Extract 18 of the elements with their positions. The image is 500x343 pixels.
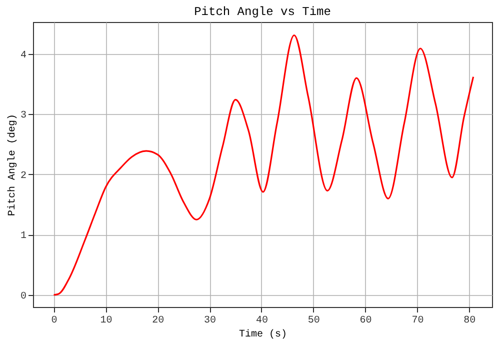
x-tick-label: 60 bbox=[360, 316, 372, 326]
x-tick-label: 20 bbox=[152, 316, 164, 326]
x-axis-title: Time (s) bbox=[238, 328, 288, 340]
y-axis-title: Pitch Angle (deg) bbox=[6, 114, 18, 216]
x-tick-label: 30 bbox=[204, 316, 216, 326]
y-tick-label: 4 bbox=[20, 50, 26, 62]
x-tick-label: 0 bbox=[51, 316, 58, 326]
x-tick-label: 70 bbox=[412, 316, 424, 326]
x-tick-label: 40 bbox=[256, 316, 268, 326]
x-tick-label: 50 bbox=[308, 316, 320, 326]
y-tick-label: 1 bbox=[20, 231, 26, 242]
line-series bbox=[52, 34, 474, 296]
y-tick-label: 0 bbox=[20, 291, 26, 302]
y-tick-label: 2 bbox=[20, 170, 26, 182]
x-tick-label: 10 bbox=[100, 316, 112, 326]
y-tick-label: 3 bbox=[20, 110, 26, 122]
x-tick-label: 80 bbox=[464, 316, 476, 326]
chart-title: Pitch Angle vs Time bbox=[194, 5, 331, 19]
